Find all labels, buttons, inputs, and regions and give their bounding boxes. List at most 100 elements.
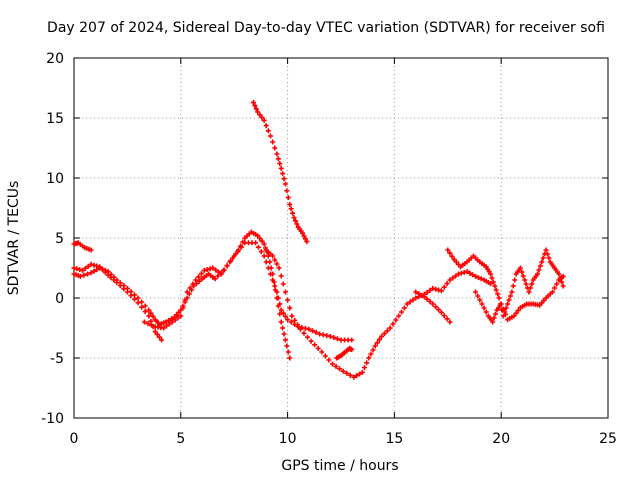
data-point (257, 112, 263, 118)
y-tick-label: -10 (41, 411, 64, 427)
data-point (88, 247, 94, 253)
data-point (453, 273, 459, 279)
data-point (488, 271, 494, 277)
data-point (438, 288, 444, 294)
data-points (71, 99, 566, 380)
x-axis-label: GPS time / hours (281, 458, 398, 474)
data-point (495, 291, 501, 297)
data-point (193, 277, 199, 283)
data-point (285, 195, 291, 201)
data-point (280, 171, 286, 177)
data-point (376, 337, 382, 343)
data-point (108, 275, 114, 281)
data-point (327, 333, 333, 339)
series-track-a (71, 240, 355, 343)
data-point (274, 151, 280, 157)
data-point (261, 241, 267, 247)
data-point (278, 319, 284, 325)
data-point (302, 236, 308, 242)
data-point (427, 287, 433, 293)
x-tick-label: 25 (599, 431, 617, 447)
data-point (255, 109, 261, 115)
data-point (384, 328, 390, 334)
data-point (278, 307, 284, 313)
data-point (270, 253, 276, 259)
data-point (292, 218, 298, 224)
data-point (507, 293, 513, 299)
data-point (270, 271, 276, 277)
data-point (164, 323, 170, 329)
data-point (490, 279, 496, 285)
data-point (319, 349, 325, 355)
data-point (295, 322, 301, 328)
data-point (204, 267, 210, 273)
data-point (368, 351, 374, 357)
data-point (268, 265, 274, 271)
y-tick-label: 20 (46, 51, 64, 67)
y-tick-label: -5 (50, 351, 64, 367)
data-point (351, 374, 357, 380)
data-point (276, 265, 282, 271)
data-point (91, 268, 97, 274)
x-tick-label: 10 (279, 431, 297, 447)
data-point (549, 289, 555, 295)
data-point (444, 316, 450, 322)
data-point (334, 336, 340, 342)
data-point (198, 271, 204, 277)
data-point (274, 261, 280, 267)
data-point (270, 139, 276, 145)
data-point (117, 283, 123, 289)
data-point (447, 250, 453, 256)
data-point (493, 311, 499, 317)
data-point (156, 334, 162, 340)
data-point (436, 307, 442, 313)
data-point (282, 337, 288, 343)
data-point (132, 292, 138, 298)
data-point (441, 313, 447, 319)
data-point (374, 340, 380, 346)
data-point (216, 269, 222, 275)
data-point (301, 233, 307, 239)
data-point (302, 325, 308, 331)
data-point (284, 343, 290, 349)
data-point (280, 325, 286, 331)
data-point (527, 285, 533, 291)
data-point (349, 337, 355, 343)
data-point (424, 296, 430, 302)
data-point (261, 253, 267, 259)
data-point (306, 326, 312, 332)
data-point (512, 277, 518, 283)
data-point (285, 317, 291, 323)
data-point (537, 263, 543, 269)
data-point (560, 273, 566, 279)
data-point (259, 115, 265, 121)
data-point (142, 303, 148, 309)
data-point (221, 267, 227, 273)
data-point (169, 319, 175, 325)
data-point (312, 342, 318, 348)
data-point (288, 206, 294, 212)
data-point (418, 292, 424, 298)
data-point (114, 279, 120, 285)
series-track-b (71, 261, 165, 343)
data-point (142, 309, 148, 315)
data-point (275, 303, 281, 309)
data-point (337, 366, 343, 372)
data-point (297, 326, 303, 332)
data-point (233, 251, 239, 257)
data-point (272, 257, 278, 263)
data-point (218, 271, 224, 277)
data-point (407, 299, 413, 305)
data-point (139, 304, 145, 310)
data-point (354, 373, 360, 379)
data-point (505, 301, 511, 307)
data-point (502, 311, 508, 317)
data-point (510, 283, 516, 289)
data-point (416, 291, 422, 297)
data-point (287, 355, 293, 361)
data-point (227, 259, 233, 265)
data-point (85, 263, 91, 269)
data-point (445, 247, 451, 253)
data-point (77, 273, 83, 279)
data-point (491, 315, 497, 321)
